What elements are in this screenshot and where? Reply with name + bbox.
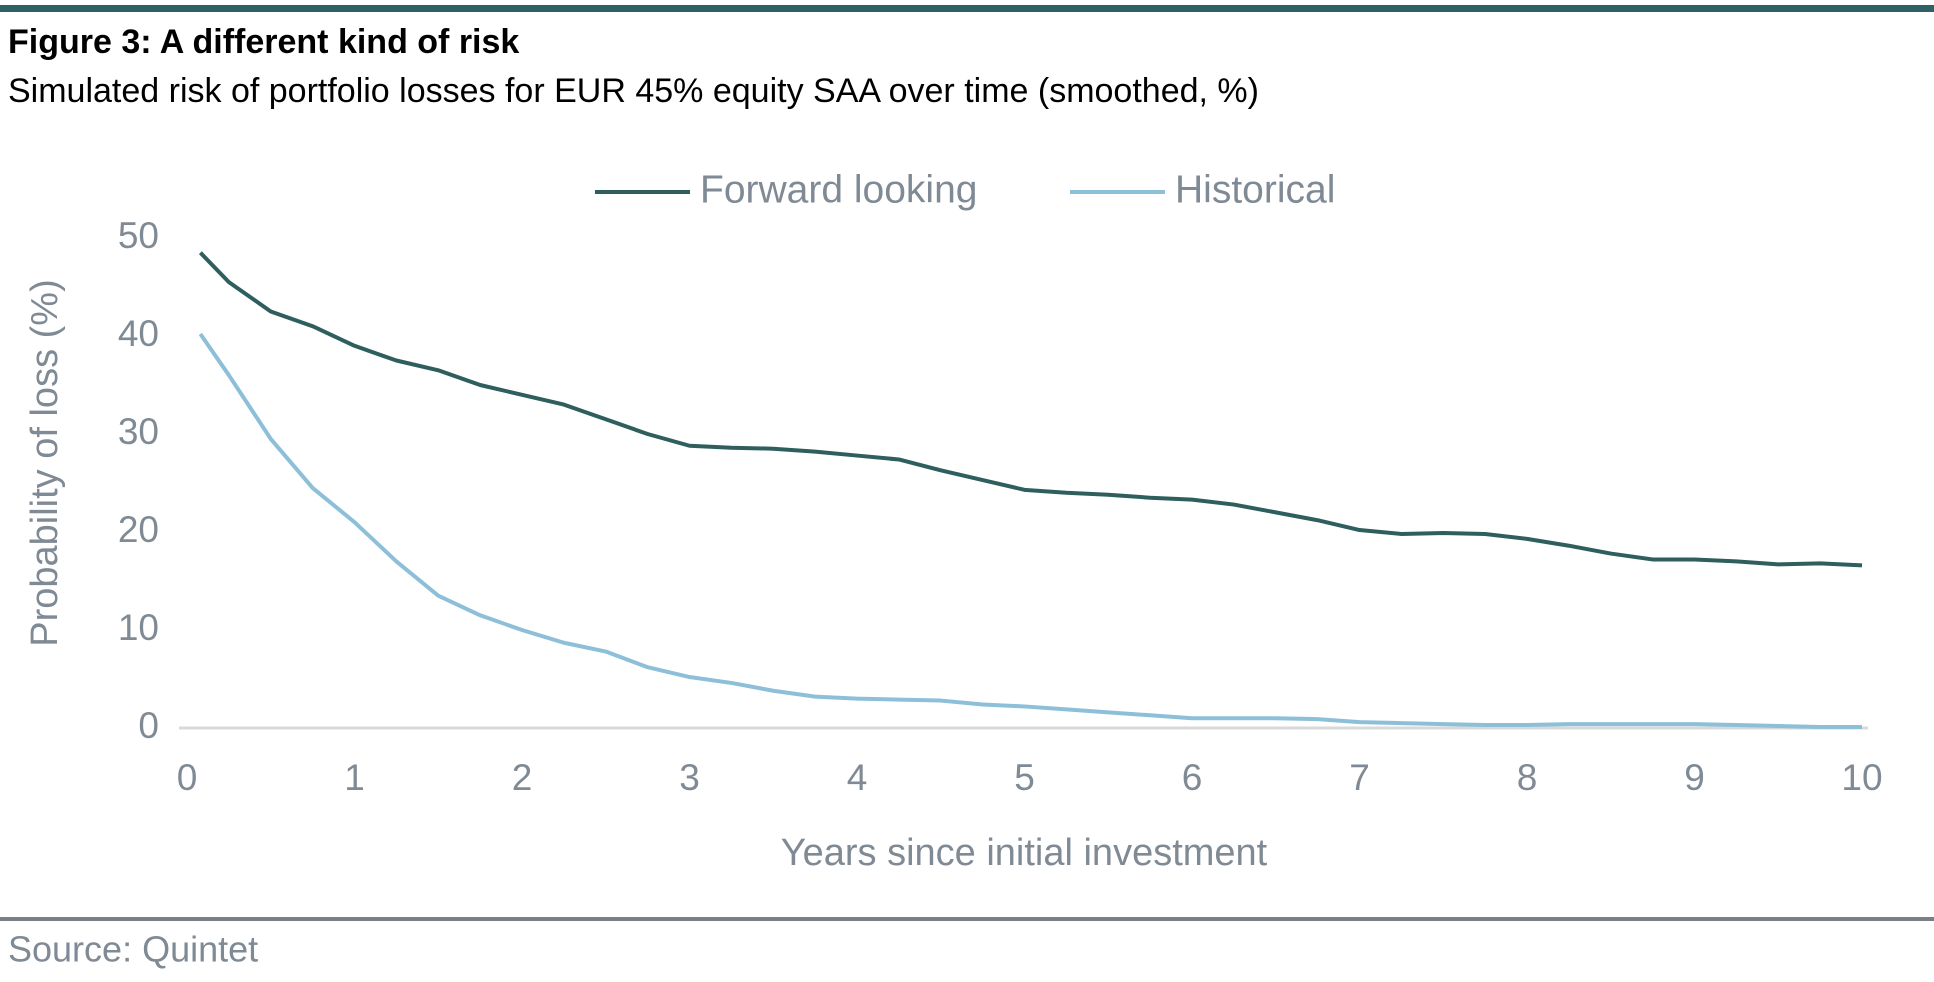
y-tick-label: 20 bbox=[118, 509, 159, 550]
y-tick-label: 0 bbox=[138, 705, 159, 746]
chart-subtitle: Simulated risk of portfolio losses for E… bbox=[8, 72, 1259, 110]
x-tick-label: 2 bbox=[512, 757, 533, 798]
y-axis-label: Probability of loss (%) bbox=[24, 279, 66, 646]
x-tick-label: 7 bbox=[1349, 757, 1370, 798]
y-tick-label: 50 bbox=[118, 215, 159, 256]
x-tick-label: 8 bbox=[1517, 757, 1538, 798]
x-tick-label: 10 bbox=[1841, 757, 1882, 798]
x-tick-label: 5 bbox=[1014, 757, 1035, 798]
x-tick-label: 1 bbox=[344, 757, 365, 798]
y-tick-label: 30 bbox=[118, 411, 159, 452]
series-line bbox=[198, 251, 1863, 568]
x-tick-label: 4 bbox=[847, 757, 868, 798]
chart-title: Figure 3: A different kind of risk bbox=[8, 23, 519, 61]
x-tick-label: 0 bbox=[177, 757, 198, 798]
legend-label: Forward looking bbox=[700, 168, 977, 211]
source-note: Source: Quintet bbox=[8, 929, 258, 970]
x-tick-label: 6 bbox=[1182, 757, 1203, 798]
x-tick-label: 3 bbox=[679, 757, 700, 798]
x-tick-label: 9 bbox=[1684, 757, 1705, 798]
y-tick-label: 40 bbox=[118, 313, 159, 354]
bottom-rule bbox=[0, 917, 1934, 921]
y-tick-label: 10 bbox=[118, 607, 159, 648]
x-axis-label: Years since initial investment bbox=[781, 832, 1268, 874]
series-line bbox=[198, 332, 1862, 730]
legend-label: Historical bbox=[1175, 168, 1335, 211]
top-rule bbox=[0, 5, 1934, 12]
